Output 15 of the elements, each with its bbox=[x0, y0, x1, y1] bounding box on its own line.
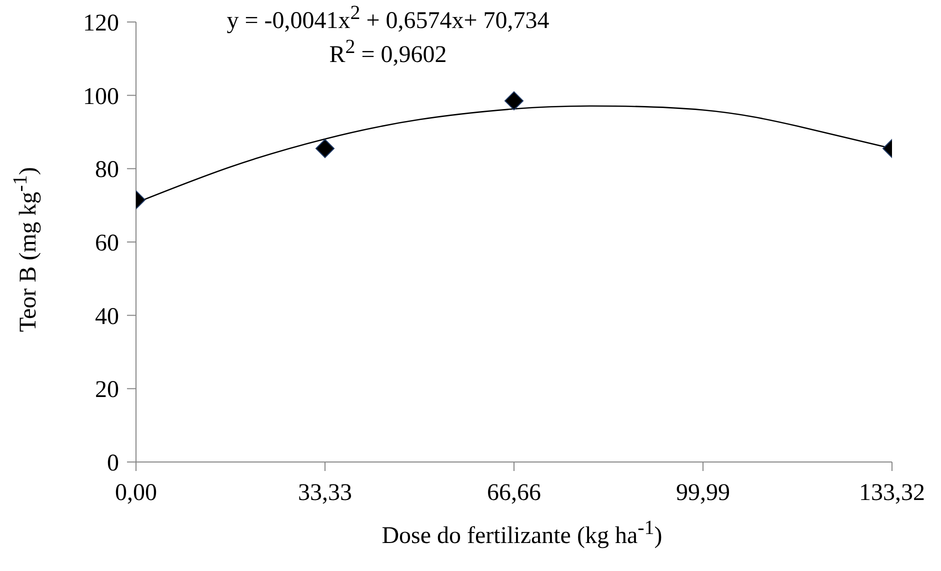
y-tick-label: 100 bbox=[83, 84, 119, 110]
y-tick-label: 0 bbox=[107, 450, 119, 477]
y-tick-label: 40 bbox=[95, 304, 119, 330]
y-tick-label: 60 bbox=[95, 230, 119, 257]
x-tick-label: 0,00 bbox=[115, 480, 157, 506]
x-tick-label: 133,32 bbox=[859, 480, 925, 506]
y-tick-label: 20 bbox=[95, 377, 119, 404]
x-tick-label: 33,33 bbox=[298, 480, 352, 506]
annotation: R$^{2}$ = 0,9602 bbox=[328, 36, 448, 69]
x-axis-title: Dose do fertilizante (kg ha$^{-1}$) bbox=[380, 517, 664, 550]
annotation: y = -0,0041x$^{2}$ + 0,6574x+ 70,734 bbox=[226, 2, 550, 35]
y-tick-label: 80 bbox=[95, 157, 119, 184]
x-tick-label: 66,66 bbox=[487, 480, 541, 506]
y-tick-label: 120 bbox=[83, 10, 119, 37]
x-tick-label: 99,99 bbox=[676, 480, 730, 506]
